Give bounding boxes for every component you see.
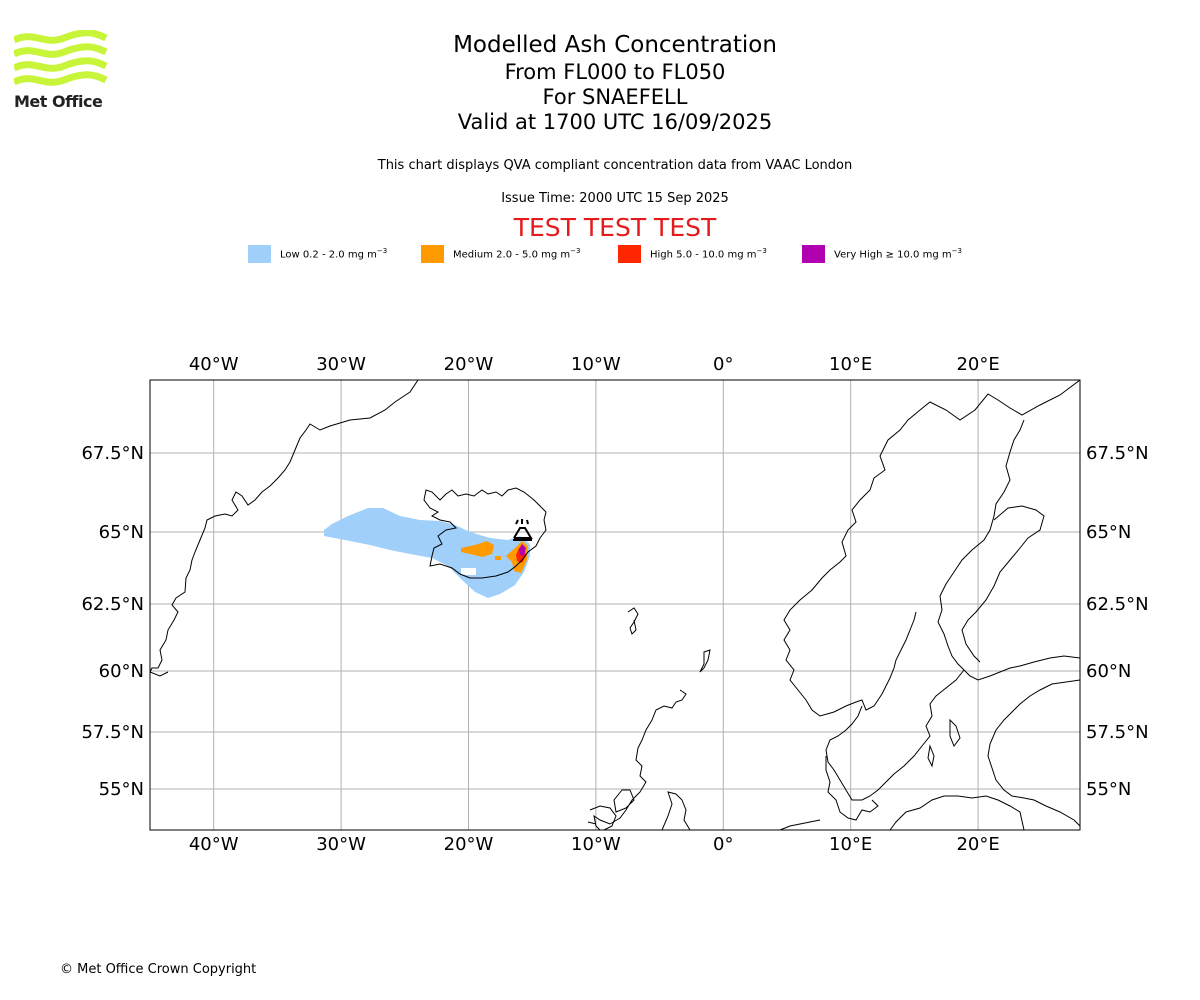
valid-time-title: Valid at 1700 UTC 16/09/2025	[457, 110, 773, 134]
lat-tick-label-left: 65°N	[99, 522, 144, 543]
ash-low-hole	[461, 568, 476, 575]
coast-estonia-latvia	[987, 679, 1081, 827]
lon-tick-label-top: 30°W	[316, 354, 366, 375]
lat-tick-label-right: 65°N	[1086, 522, 1131, 543]
coast-gotland	[949, 718, 961, 748]
lon-tick-label-top: 20°E	[956, 354, 999, 375]
legend-item-low: Low 0.2 - 2.0 mg m−3	[248, 244, 387, 264]
lon-tick-label-bottom: 40°W	[189, 834, 239, 855]
lat-tick-label-right: 62.5°N	[1086, 594, 1149, 615]
legend-label-low: Low 0.2 - 2.0 mg m−3	[280, 247, 388, 261]
legend-item-high: High 5.0 - 10.0 mg m−3	[618, 244, 767, 264]
chart-title: Modelled Ash Concentration	[453, 32, 777, 58]
volcano-name-title: For SNAEFELL	[542, 85, 688, 109]
lon-tick-label-top: 20°W	[444, 354, 494, 375]
lon-tick-label-bottom: 10°E	[829, 834, 872, 855]
legend-swatch-very-high	[802, 245, 825, 263]
met-office-wave-icon	[12, 29, 108, 86]
flight-level-range: From FL000 to FL050	[504, 60, 726, 84]
lon-tick-label-bottom: 20°W	[444, 834, 494, 855]
concentration-legend: Low 0.2 - 2.0 mg m−3 Medium 2.0 - 5.0 mg…	[248, 244, 1008, 264]
coast-faroe	[627, 607, 639, 635]
chart-description: This chart displays QVA compliant concen…	[377, 158, 853, 173]
logo-wave	[12, 43, 108, 58]
test-banner: TEST TEST TEST	[513, 213, 717, 242]
lat-tick-label-left: 60°N	[99, 661, 144, 682]
coast-oland	[927, 744, 935, 768]
logo-wave	[12, 29, 108, 44]
coast-sweden-finland	[937, 419, 1081, 681]
legend-label-high: High 5.0 - 10.0 mg m−3	[650, 247, 767, 261]
coast-gulf-bothnia	[961, 505, 1045, 663]
coast-norway	[783, 379, 1081, 717]
coast-denmark	[825, 756, 879, 821]
lat-tick-label-right: 60°N	[1086, 661, 1131, 682]
lat-tick-label-left: 62.5°N	[81, 594, 144, 615]
volcano-marker	[513, 519, 533, 541]
logo-wave	[12, 71, 108, 86]
legend-label-medium: Medium 2.0 - 5.0 mg m−3	[453, 247, 581, 261]
legend-swatch-high	[618, 245, 641, 263]
ash-medium-region-west	[461, 541, 494, 557]
ash-medium-dot	[495, 556, 501, 560]
lat-tick-label-left: 67.5°N	[81, 443, 144, 464]
copyright-notice: © Met Office Crown Copyright	[60, 962, 257, 977]
coastlines	[149, 379, 1081, 831]
map-axis-labels: 40°W 40°W 30°W 30°W 20°W 20°W 10°W 10°W 0° 0° 10°E…	[81, 354, 1148, 855]
lon-tick-label-bottom: 30°W	[316, 834, 366, 855]
lon-tick-label-top: 10°E	[829, 354, 872, 375]
met-office-logo: Met Office	[12, 29, 108, 112]
lat-tick-label-left: 55°N	[99, 779, 144, 800]
ash-concentration-layer	[324, 508, 530, 598]
legend-item-medium: Medium 2.0 - 5.0 mg m−3	[421, 244, 580, 264]
legend-item-very-high: Very High ≥ 10.0 mg m−3	[802, 244, 962, 264]
coast-britain	[593, 689, 691, 831]
lon-tick-label-top: 0°	[713, 354, 733, 375]
coast-ireland	[587, 805, 617, 831]
legend-swatch-medium	[421, 245, 444, 263]
lat-tick-label-right: 55°N	[1086, 779, 1131, 800]
coast-germany-poland	[779, 795, 1025, 831]
issue-time: Issue Time: 2000 UTC 15 Sep 2025	[501, 191, 729, 206]
lon-tick-label-top: 10°W	[571, 354, 621, 375]
coast-greenland	[149, 379, 419, 677]
logo-wordmark: Met Office	[14, 92, 103, 111]
coast-iceland	[423, 487, 547, 579]
ash-very-high-region	[519, 544, 526, 556]
lon-tick-label-top: 40°W	[189, 354, 239, 375]
lat-tick-label-left: 57.5°N	[81, 722, 144, 743]
lon-tick-label-bottom: 10°W	[571, 834, 621, 855]
lat-tick-label-right: 57.5°N	[1086, 722, 1149, 743]
map-frame	[149, 379, 1081, 831]
logo-wave	[12, 57, 108, 72]
coast-baltic	[825, 669, 965, 801]
legend-label-very-high: Very High ≥ 10.0 mg m−3	[834, 247, 962, 261]
legend-swatch-low	[248, 245, 271, 263]
lat-tick-label-right: 67.5°N	[1086, 443, 1149, 464]
ash-low-region	[324, 508, 530, 598]
map-gridlines	[150, 380, 1080, 830]
lon-tick-label-bottom: 0°	[713, 834, 733, 855]
chart-title-block: Modelled Ash Concentration From FL000 to…	[300, 30, 930, 135]
volcano-icon	[513, 519, 533, 541]
lon-tick-label-bottom: 20°E	[956, 834, 999, 855]
coast-shetland	[699, 649, 711, 673]
